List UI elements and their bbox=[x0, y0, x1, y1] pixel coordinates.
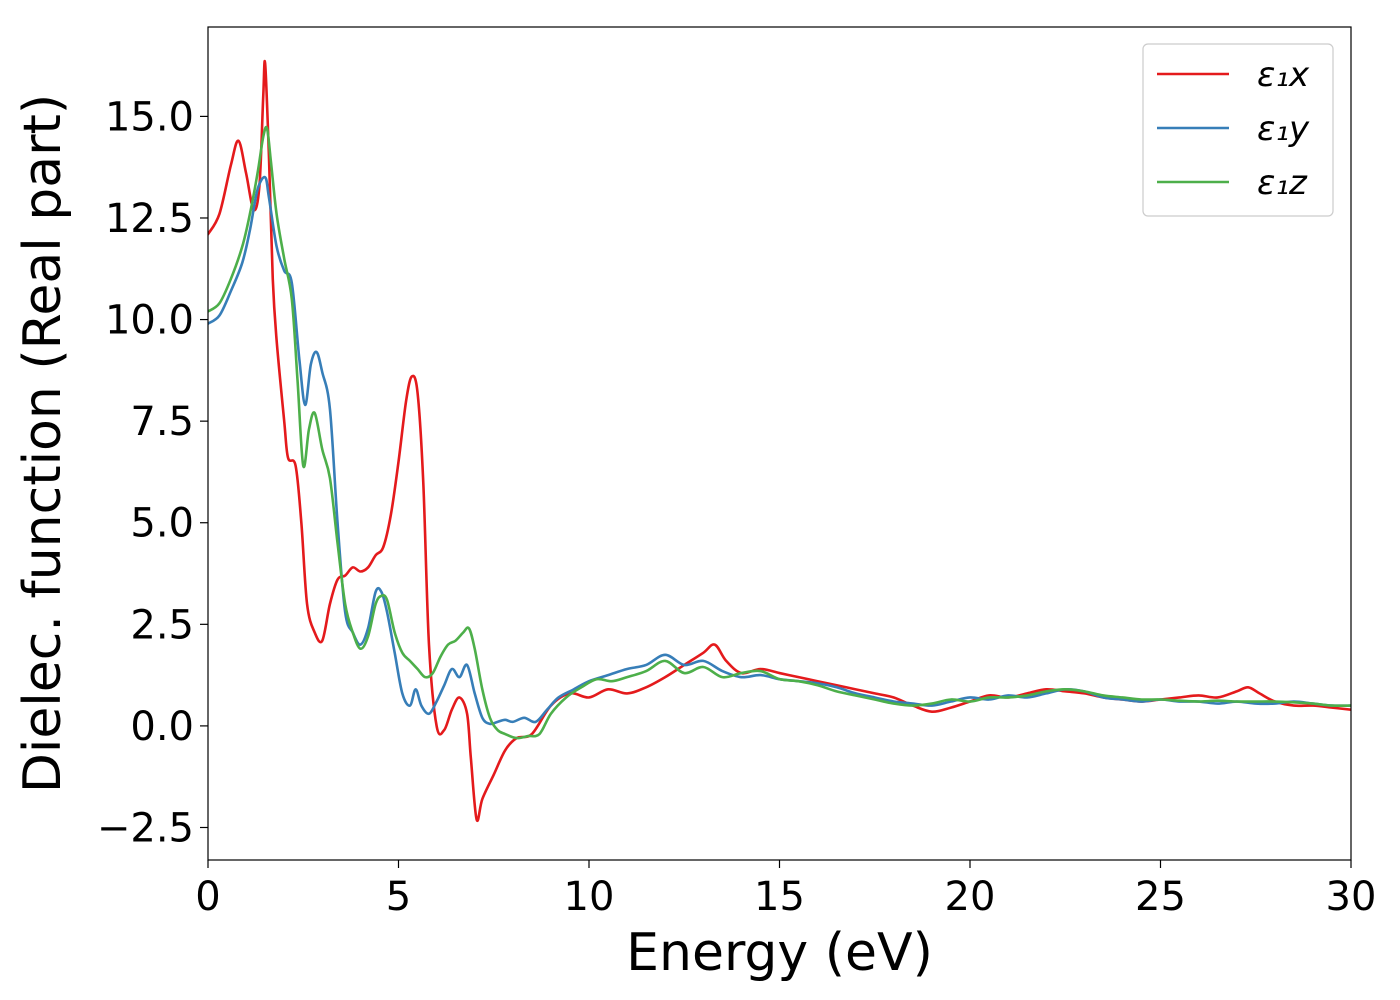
x-tick-label: 10 bbox=[564, 874, 615, 920]
legend-box bbox=[1142, 43, 1334, 217]
x-tick-label: 25 bbox=[1135, 874, 1186, 920]
x-tick-label: 20 bbox=[945, 874, 996, 920]
y-axis-title: Dielec. function (Real part) bbox=[13, 94, 73, 793]
legend-label: ε₁y bbox=[1257, 109, 1310, 149]
y-tick-label: 15.0 bbox=[105, 94, 194, 140]
y-tick-label: 12.5 bbox=[105, 196, 194, 242]
y-tick-label: −2.5 bbox=[97, 805, 194, 851]
legend-label: ε₁z bbox=[1257, 163, 1308, 203]
x-axis-title: Energy (eV) bbox=[626, 923, 933, 983]
x-tick-label: 15 bbox=[754, 874, 805, 920]
y-axis: −2.5 0.0 2.5 5.0 7.5 10.0 12.5 15.0 bbox=[97, 94, 208, 851]
legend: ε₁x ε₁y ε₁z bbox=[1142, 43, 1334, 217]
y-tick-label: 10.0 bbox=[105, 298, 194, 344]
x-tick-label: 30 bbox=[1326, 874, 1377, 920]
y-tick-label: 5.0 bbox=[130, 501, 194, 547]
series-line-3 bbox=[208, 125, 1351, 740]
legend-label: ε₁x bbox=[1257, 55, 1310, 95]
x-tick-label: 0 bbox=[195, 874, 220, 920]
y-tick-label: 7.5 bbox=[130, 399, 194, 445]
y-tick-label: 2.5 bbox=[130, 602, 194, 648]
x-tick-label: 5 bbox=[386, 874, 411, 920]
x-axis: 0 5 10 15 20 25 30 bbox=[195, 860, 1376, 920]
series-layer bbox=[208, 59, 1351, 823]
y-tick-label: 0.0 bbox=[130, 704, 194, 750]
